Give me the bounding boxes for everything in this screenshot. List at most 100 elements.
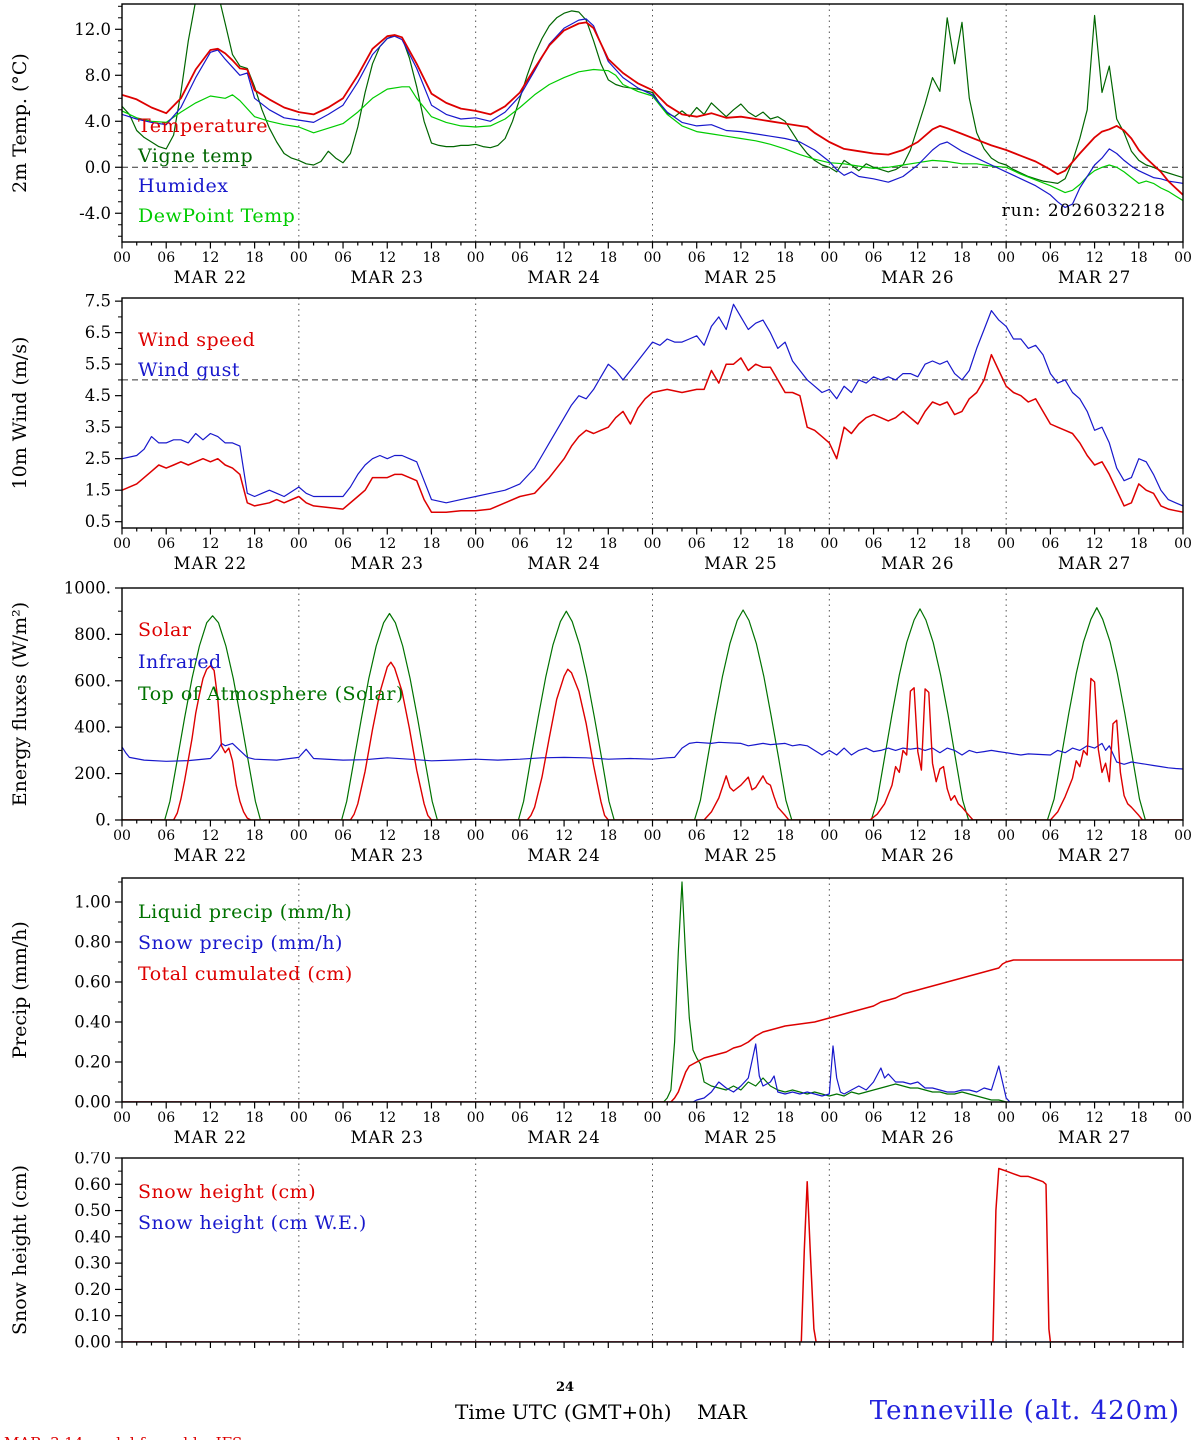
legend-label: Snow height (cm W.E.) xyxy=(138,1212,367,1234)
hour-tick-label: 18 xyxy=(423,1110,441,1126)
legend: Solar Infrared Top of Atmosphere (Solar) xyxy=(138,619,404,705)
date-label: MAR 23 xyxy=(351,554,424,573)
hour-tick-label: 00 xyxy=(1174,828,1192,844)
hour-tick-label: 06 xyxy=(511,250,529,266)
series-snow-precip-mm-h- xyxy=(122,1043,1183,1102)
hour-tick-label: 18 xyxy=(953,828,971,844)
hour-tick-label: 18 xyxy=(776,1110,794,1126)
hour-tick-label: 18 xyxy=(1130,536,1148,552)
xaxis-small-label: 24 xyxy=(556,1380,575,1395)
hour-tick-label: 18 xyxy=(953,536,971,552)
hour-tick-label: 12 xyxy=(909,536,927,552)
series-group xyxy=(122,303,1183,513)
legend-label: Wind gust xyxy=(138,359,240,381)
series-total-cumulated-cm- xyxy=(122,959,1183,1102)
series-snow-height-cm- xyxy=(122,1167,1183,1342)
hour-tick-label: 06 xyxy=(157,1110,175,1126)
hour-tick-label: 00 xyxy=(997,1110,1015,1126)
panel-wind: 00 06 12 18 00 06 12 18 00 06 12 18 00 06 12 18 00 06 12 18… xyxy=(0,292,1194,580)
hour-tick-label: 00 xyxy=(644,1110,662,1126)
hour-tick-label: 06 xyxy=(334,536,352,552)
y-tick-label: 0.10 xyxy=(74,1306,111,1325)
hour-tick-label: 00 xyxy=(1174,1110,1192,1126)
hour-tick-label: 12 xyxy=(202,1110,220,1126)
legend-label: Wind speed xyxy=(138,329,255,351)
hour-tick-label: 06 xyxy=(511,828,529,844)
hour-tick-label: 06 xyxy=(688,828,706,844)
y-axis-title: 2m Temp. (°C) xyxy=(9,53,31,193)
date-label: MAR 22 xyxy=(174,554,247,573)
y-tick-label: 0.60 xyxy=(74,1175,111,1194)
hour-tick-label: 06 xyxy=(865,536,883,552)
hour-tick-label: 12 xyxy=(1086,1110,1104,1126)
hour-tick-label: 00 xyxy=(644,250,662,266)
hour-tick-label: 06 xyxy=(1041,828,1059,844)
y-tick-label: 0.40 xyxy=(74,1013,111,1032)
legend-label: Top of Atmosphere (Solar) xyxy=(138,683,404,705)
x-axis: 00 06 12 18 00 06 12 18 00 06 12 18 00 06 12 18 00 06 12 18… xyxy=(113,820,1192,865)
legend: Temperature Vigne temp Humidex DewPoint Tem… xyxy=(137,115,295,227)
hour-tick-label: 00 xyxy=(820,536,838,552)
y-tick-label: 3.5 xyxy=(85,418,111,437)
series-infrared xyxy=(122,741,1183,770)
series-solar xyxy=(122,661,1183,820)
date-label: MAR 26 xyxy=(881,846,954,865)
series-group xyxy=(122,881,1183,1102)
hour-tick-label: 12 xyxy=(378,536,396,552)
hour-tick-label: 12 xyxy=(378,828,396,844)
date-label: MAR 22 xyxy=(174,1128,247,1147)
hour-tick-label: 06 xyxy=(1041,250,1059,266)
hour-tick-label: 18 xyxy=(599,250,617,266)
hour-tick-label: 00 xyxy=(113,250,131,266)
precip-chart: 00 06 12 18 00 06 12 18 00 06 12 18 00 06 12 18 00 06 12 18… xyxy=(9,877,1192,1147)
hour-tick-label: 00 xyxy=(290,828,308,844)
date-label: MAR 24 xyxy=(527,846,600,865)
hour-tick-label: 00 xyxy=(1174,250,1192,266)
y-axis: 0.00 0.20 0.40 0.60 0.80 1.00 xyxy=(74,881,122,1112)
y-tick-label: 0.40 xyxy=(74,1227,111,1246)
date-label: MAR 23 xyxy=(351,268,424,287)
legend: Wind speed Wind gust xyxy=(138,329,255,381)
y-axis-title: Snow height (cm) xyxy=(9,1165,31,1335)
legend-label: Solar xyxy=(138,619,192,641)
legend-label: Liquid precip (mm/h) xyxy=(138,901,352,923)
temperature-chart: 00 06 12 18 00 06 12 18 00 06 12 18 00 06 12 18 00 06 12 18… xyxy=(9,3,1192,287)
hour-tick-label: 12 xyxy=(732,828,750,844)
date-label: MAR 25 xyxy=(704,846,777,865)
series-group xyxy=(122,1167,1183,1342)
y-tick-label: 200. xyxy=(74,764,111,783)
hour-tick-label: 00 xyxy=(820,1110,838,1126)
y-tick-label: 7.5 xyxy=(85,292,111,311)
series-humidex xyxy=(122,18,1183,209)
legend-label: Snow height (cm) xyxy=(138,1181,316,1203)
y-tick-label: 0.20 xyxy=(74,1053,111,1072)
hour-tick-label: 12 xyxy=(555,828,573,844)
hour-tick-label: 00 xyxy=(997,828,1015,844)
x-axis: 00 06 12 18 00 06 12 18 00 06 12 18 00 06 12 18 00 06 12 18… xyxy=(113,1102,1192,1147)
hour-tick-label: 18 xyxy=(599,1110,617,1126)
hour-tick-label: 06 xyxy=(865,250,883,266)
x-axis xyxy=(121,1342,1184,1348)
hour-tick-label: 00 xyxy=(113,828,131,844)
date-label: MAR 22 xyxy=(174,846,247,865)
day-gridlines xyxy=(298,4,1007,242)
hour-tick-label: 12 xyxy=(1086,536,1104,552)
y-tick-label: 1.00 xyxy=(74,893,111,912)
date-label: MAR 27 xyxy=(1058,554,1131,573)
hour-tick-label: 06 xyxy=(865,828,883,844)
hour-tick-label: 00 xyxy=(644,536,662,552)
xaxis-label: Time UTC (GMT+0h) MAR xyxy=(455,1400,747,1424)
y-axis-title: 10m Wind (m/s) xyxy=(9,337,31,490)
hour-tick-label: 12 xyxy=(555,250,573,266)
hour-tick-label: 18 xyxy=(776,828,794,844)
credit-line-1: MARv3.14 model forced by IFS xyxy=(4,1432,330,1440)
hour-tick-label: 12 xyxy=(909,250,927,266)
y-tick-label: 5.5 xyxy=(85,355,111,374)
hour-tick-label: 06 xyxy=(157,250,175,266)
y-tick-label: 6.5 xyxy=(85,323,111,342)
hour-tick-label: 18 xyxy=(1130,250,1148,266)
y-tick-label: -4.0 xyxy=(79,204,111,223)
hour-tick-label: 12 xyxy=(378,250,396,266)
hour-tick-label: 18 xyxy=(246,536,264,552)
y-axis-title: Energy fluxes (W/m²) xyxy=(9,602,31,806)
